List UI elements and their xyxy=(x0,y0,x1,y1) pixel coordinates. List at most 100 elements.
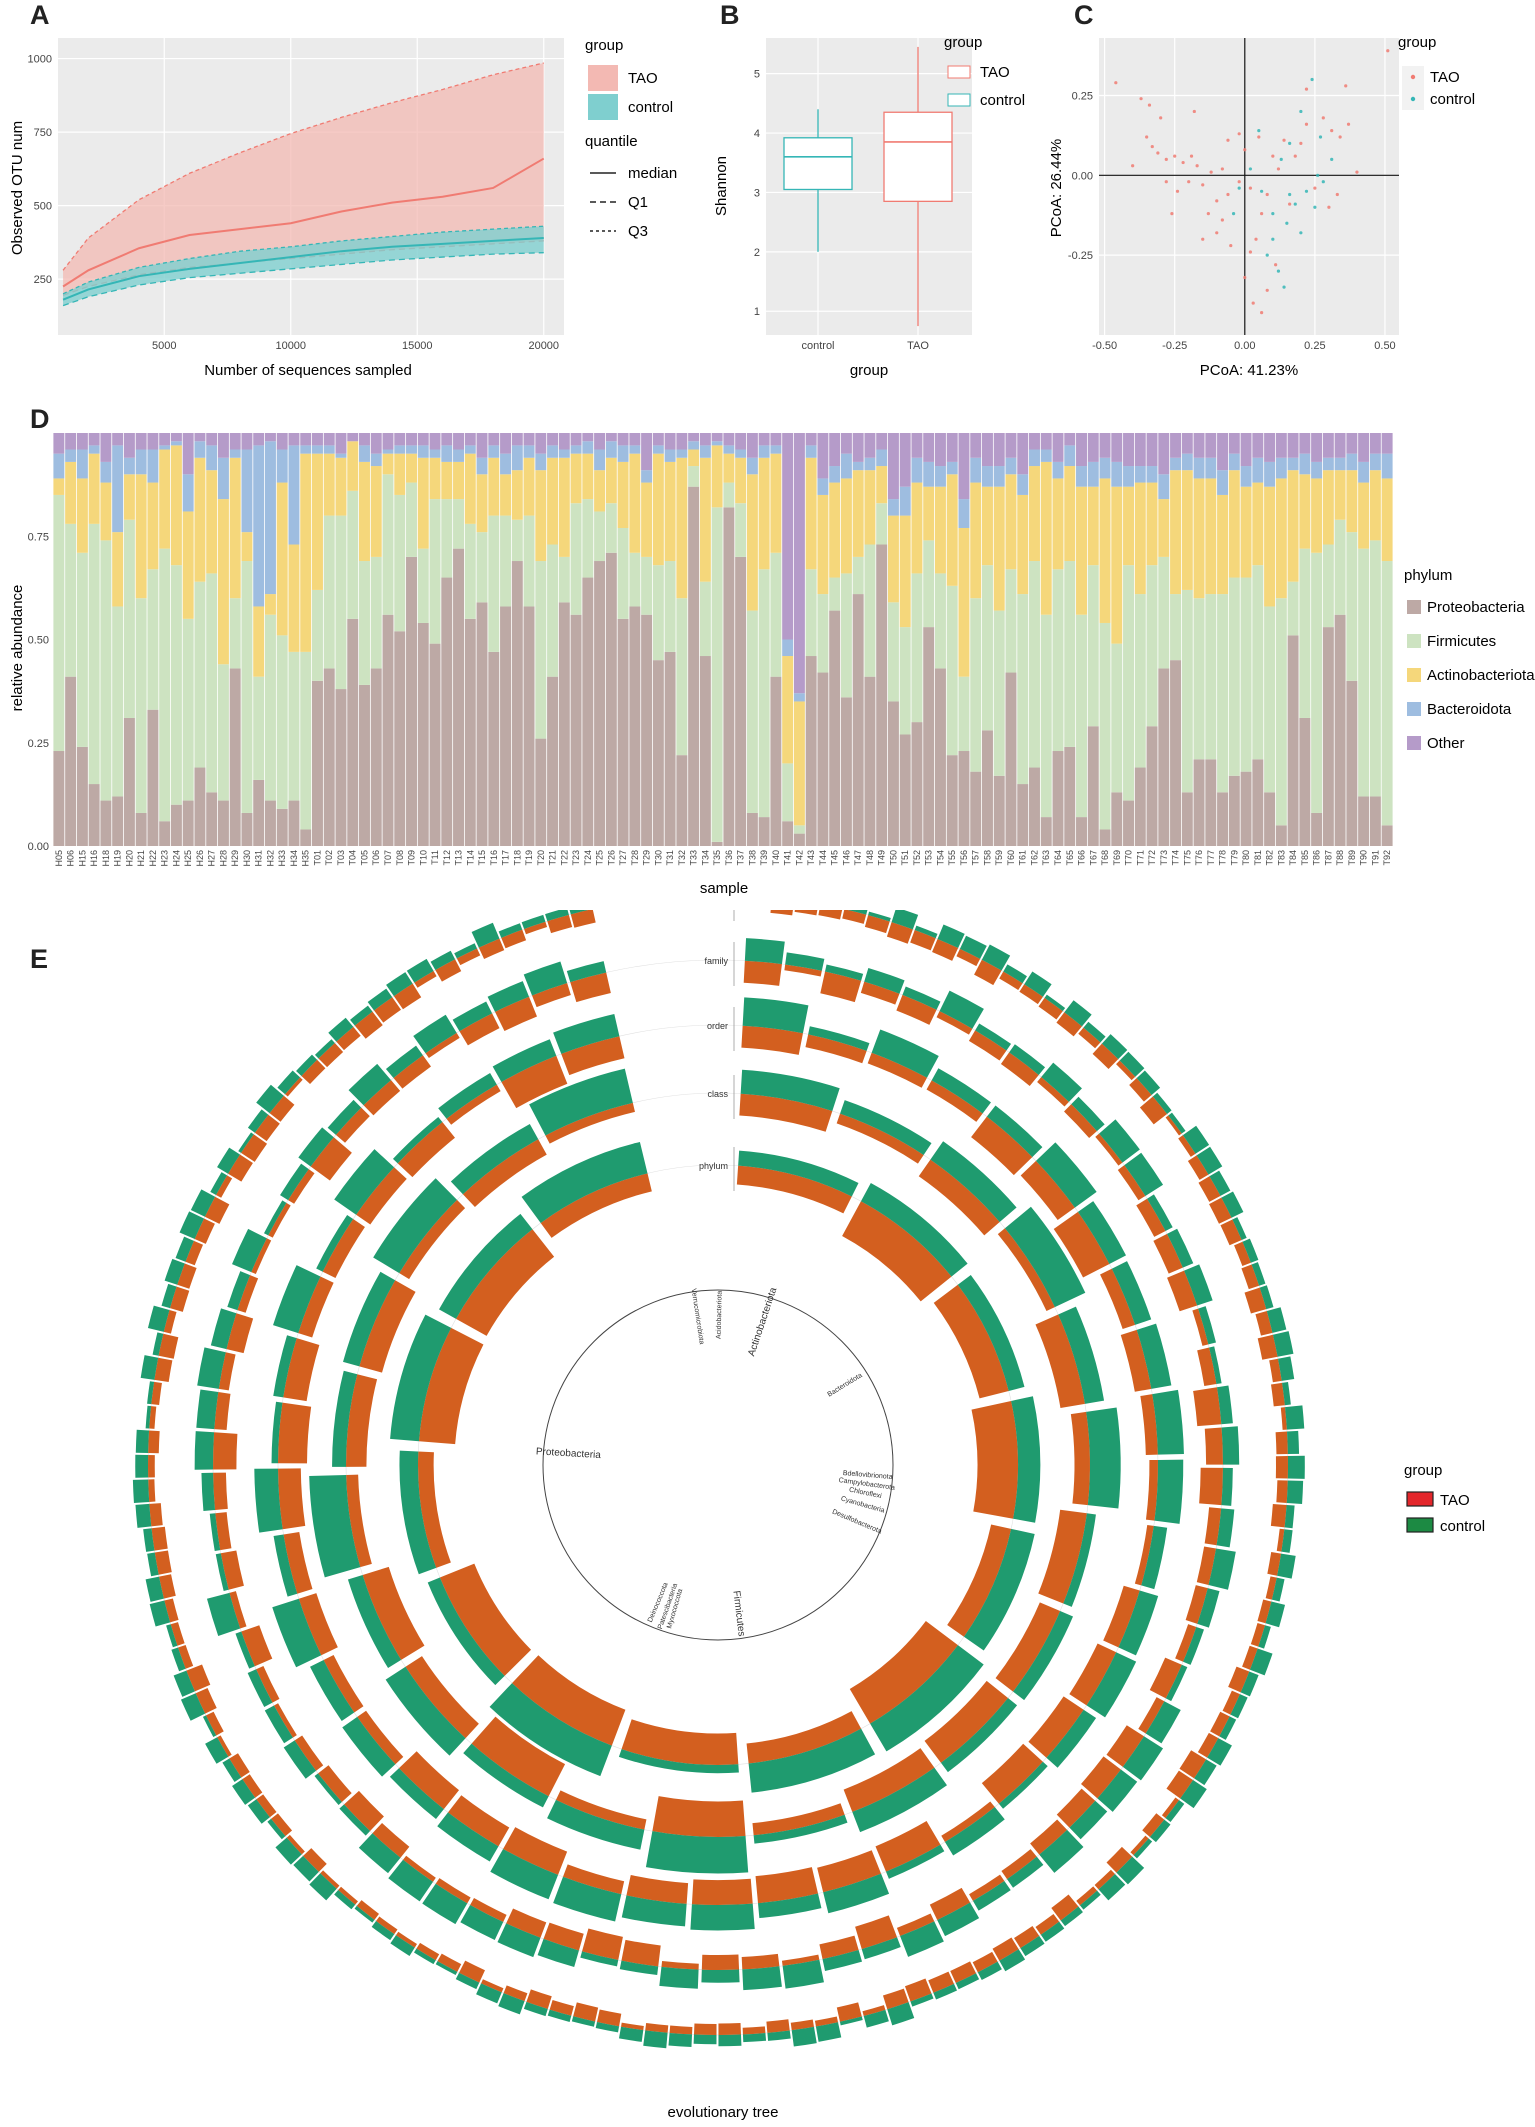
ring-bar-control-family xyxy=(972,1880,1011,1911)
ring-bar-tao-class xyxy=(924,1680,1009,1763)
x-tick-label: -0.50 xyxy=(1092,340,1117,352)
ring-bar-tao-genus xyxy=(1257,1599,1272,1624)
bar-segment-proteobacteria xyxy=(805,656,817,846)
point-TAO xyxy=(1355,170,1359,174)
bar-segment-firmicutes xyxy=(558,556,570,603)
x-tick-label: T73 xyxy=(1159,850,1169,866)
bar-segment-firmicutes xyxy=(1217,594,1229,793)
ring-bar-control-genus xyxy=(959,935,987,959)
bar-segment-bacteroidota xyxy=(1217,470,1229,495)
bar-segment-firmicutes xyxy=(1311,552,1323,813)
ring-bar-tao-family xyxy=(819,1935,859,1960)
bar-segment-other xyxy=(1052,433,1064,462)
ring-bar-control-family xyxy=(975,1023,1012,1051)
x-tick-label: H06 xyxy=(66,850,76,867)
ring-bar-control-genus xyxy=(910,1993,934,2007)
bar-segment-proteobacteria xyxy=(1322,627,1334,846)
x-tick-label: T88 xyxy=(1335,850,1345,866)
y-tick-label: 4 xyxy=(754,128,760,140)
bar-segment-bacteroidota xyxy=(147,449,159,483)
ring-bar-control-family xyxy=(1009,1044,1046,1075)
bar-segment-other xyxy=(1040,433,1052,450)
bar-segment-proteobacteria xyxy=(88,784,100,846)
y-axis: 250 500 750 1000 xyxy=(28,54,52,287)
x-tick-label: 0.25 xyxy=(1304,340,1325,352)
y-tick-label: 500 xyxy=(34,201,52,213)
bar-segment-actinobacteriota xyxy=(147,482,159,570)
ring-bar-control-family xyxy=(264,1705,293,1744)
bar-segment-firmicutes xyxy=(958,676,970,752)
ring-bar-tao-family xyxy=(1081,1756,1121,1799)
quantile-band-control xyxy=(63,226,544,306)
bar-segment-bacteroidota xyxy=(594,449,606,471)
bar-segment-bacteroidota xyxy=(1134,466,1146,483)
ring-bar-tao-class xyxy=(752,1803,845,1836)
bar-segment-proteobacteria xyxy=(417,622,429,846)
bar-segment-actinobacteriota xyxy=(605,457,617,504)
bar-segment-firmicutes xyxy=(793,825,805,834)
panel-letter-d: D xyxy=(30,404,50,434)
ring-bar-tao-genus xyxy=(459,1960,485,1983)
ring-bar-tao-genus xyxy=(790,2019,814,2031)
ring-bar-control-genus xyxy=(371,1921,395,1941)
bar-segment-bacteroidota xyxy=(1123,466,1135,487)
bar-segment-other xyxy=(758,433,770,446)
ring-bar-control-genus xyxy=(293,1855,319,1882)
bar-segment-other xyxy=(429,433,441,450)
ring-bar-tao-genus xyxy=(269,1095,295,1122)
bar-segment-proteobacteria xyxy=(840,697,852,846)
ring-bar-control-genus xyxy=(1168,1112,1186,1134)
ring-bar-control-family xyxy=(939,990,984,1029)
bar-segment-other xyxy=(535,433,547,454)
bar-segment-bacteroidota xyxy=(335,453,347,458)
bar-segment-firmicutes xyxy=(500,515,512,607)
ring-bar-control-class xyxy=(343,1271,396,1367)
bar-segment-bacteroidota xyxy=(535,453,547,471)
x-tick-label: H18 xyxy=(101,850,111,867)
ring-bar-control-order xyxy=(438,1073,497,1119)
bar-segment-firmicutes xyxy=(511,519,523,562)
bar-segment-actinobacteriota xyxy=(464,453,476,524)
ring-bar-tao-genus xyxy=(1056,1012,1082,1037)
bar-segment-proteobacteria xyxy=(1181,792,1193,846)
ring-bar-control-family xyxy=(1216,1385,1233,1425)
bar-segment-bacteroidota xyxy=(182,474,194,512)
ring-labels: genusfamilyorderclassphylum xyxy=(699,910,735,1191)
ring-bar-tao-family xyxy=(1064,1104,1097,1139)
bar-segment-other xyxy=(934,433,946,467)
x-tick-label: T23 xyxy=(571,850,581,866)
ring-bar-tao-genus xyxy=(271,1813,293,1837)
ring-bar-control-genus xyxy=(1284,1504,1295,1529)
point-TAO xyxy=(1201,237,1205,241)
bar-segment-other xyxy=(864,433,876,458)
ring-bar-control-phylum xyxy=(1011,1396,1041,1523)
bar-segment-actinobacteriota xyxy=(840,478,852,574)
bar-segment-bacteroidota xyxy=(782,639,794,657)
bar-segment-proteobacteria xyxy=(76,746,88,846)
bar-segment-bacteroidota xyxy=(1334,457,1346,471)
ring-bar-tao-genus xyxy=(303,1848,327,1872)
ring-bar-control-family xyxy=(210,1308,237,1350)
ring-bar-control-family xyxy=(744,938,785,965)
ring-bar-tao-class xyxy=(843,1748,935,1812)
ring-bar-tao-family xyxy=(1167,1270,1198,1312)
ring-bar-tao-family xyxy=(582,1928,623,1961)
point-control xyxy=(1288,192,1292,197)
ring-bar-tao-class xyxy=(739,1093,833,1132)
bar-segment-firmicutes xyxy=(182,618,194,801)
bar-segment-bacteroidota xyxy=(1005,457,1017,475)
bar-segment-proteobacteria xyxy=(1299,717,1311,846)
bar-segment-proteobacteria xyxy=(253,779,265,846)
ring-bar-tao-family xyxy=(393,1055,431,1089)
bar-segment-actinobacteriota xyxy=(993,486,1005,611)
ring-bar-tao-order xyxy=(322,1219,365,1278)
point-control xyxy=(1293,202,1297,206)
ring-bar-tao-family xyxy=(1056,1788,1096,1828)
bar-segment-actinobacteriota xyxy=(241,532,253,562)
bar-segment-other xyxy=(782,433,794,640)
x-tick-label: T48 xyxy=(865,850,875,866)
ring-bar-control-phylum xyxy=(963,1528,1035,1651)
ring-label-order: order xyxy=(707,1021,728,1031)
bar-segment-actinobacteriota xyxy=(1205,478,1217,595)
y-tick-label: -0.25 xyxy=(1068,250,1093,262)
